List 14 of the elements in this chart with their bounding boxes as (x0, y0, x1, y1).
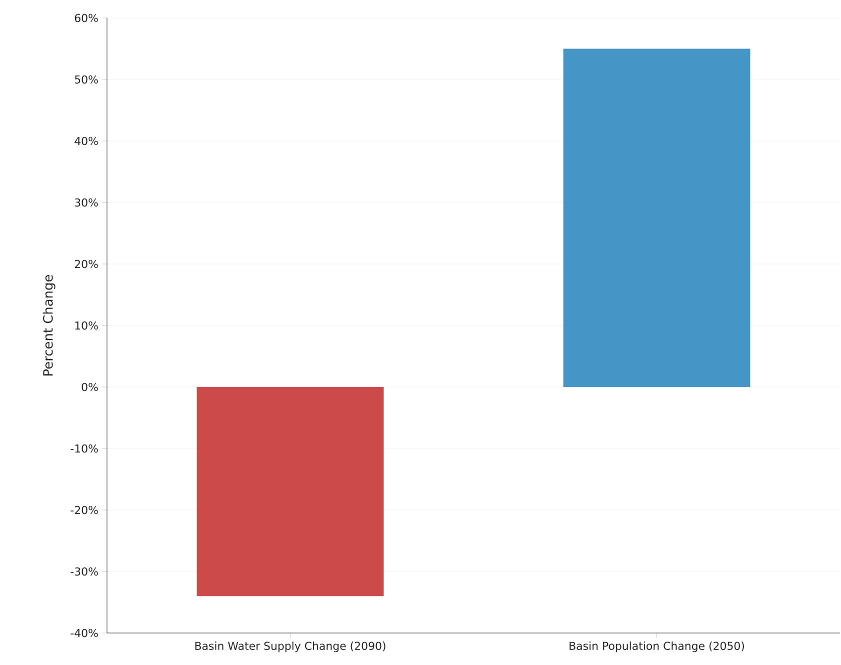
y-tick-label: 0% (82, 382, 98, 392)
y-tick-label: -30% (70, 567, 98, 576)
y-tick-label: 20% (74, 260, 98, 268)
y-tick-label: 50% (74, 75, 98, 84)
y-tick-label: -40% (70, 628, 98, 638)
y-tick-label: 10% (75, 321, 98, 330)
y-tick-label: 30% (74, 198, 98, 207)
y-tick-label: 40% (74, 136, 98, 146)
y-axis-title: Percent Change (42, 274, 56, 376)
y-tick-label: -20% (70, 506, 98, 514)
y-tick-label: 60% (74, 14, 98, 22)
y-tick-label: -10% (70, 444, 98, 453)
x-tick-label: Basin Population Change (2050) (570, 642, 744, 652)
x-tick-label: Basin Water Supply Change (2090) (195, 642, 386, 652)
